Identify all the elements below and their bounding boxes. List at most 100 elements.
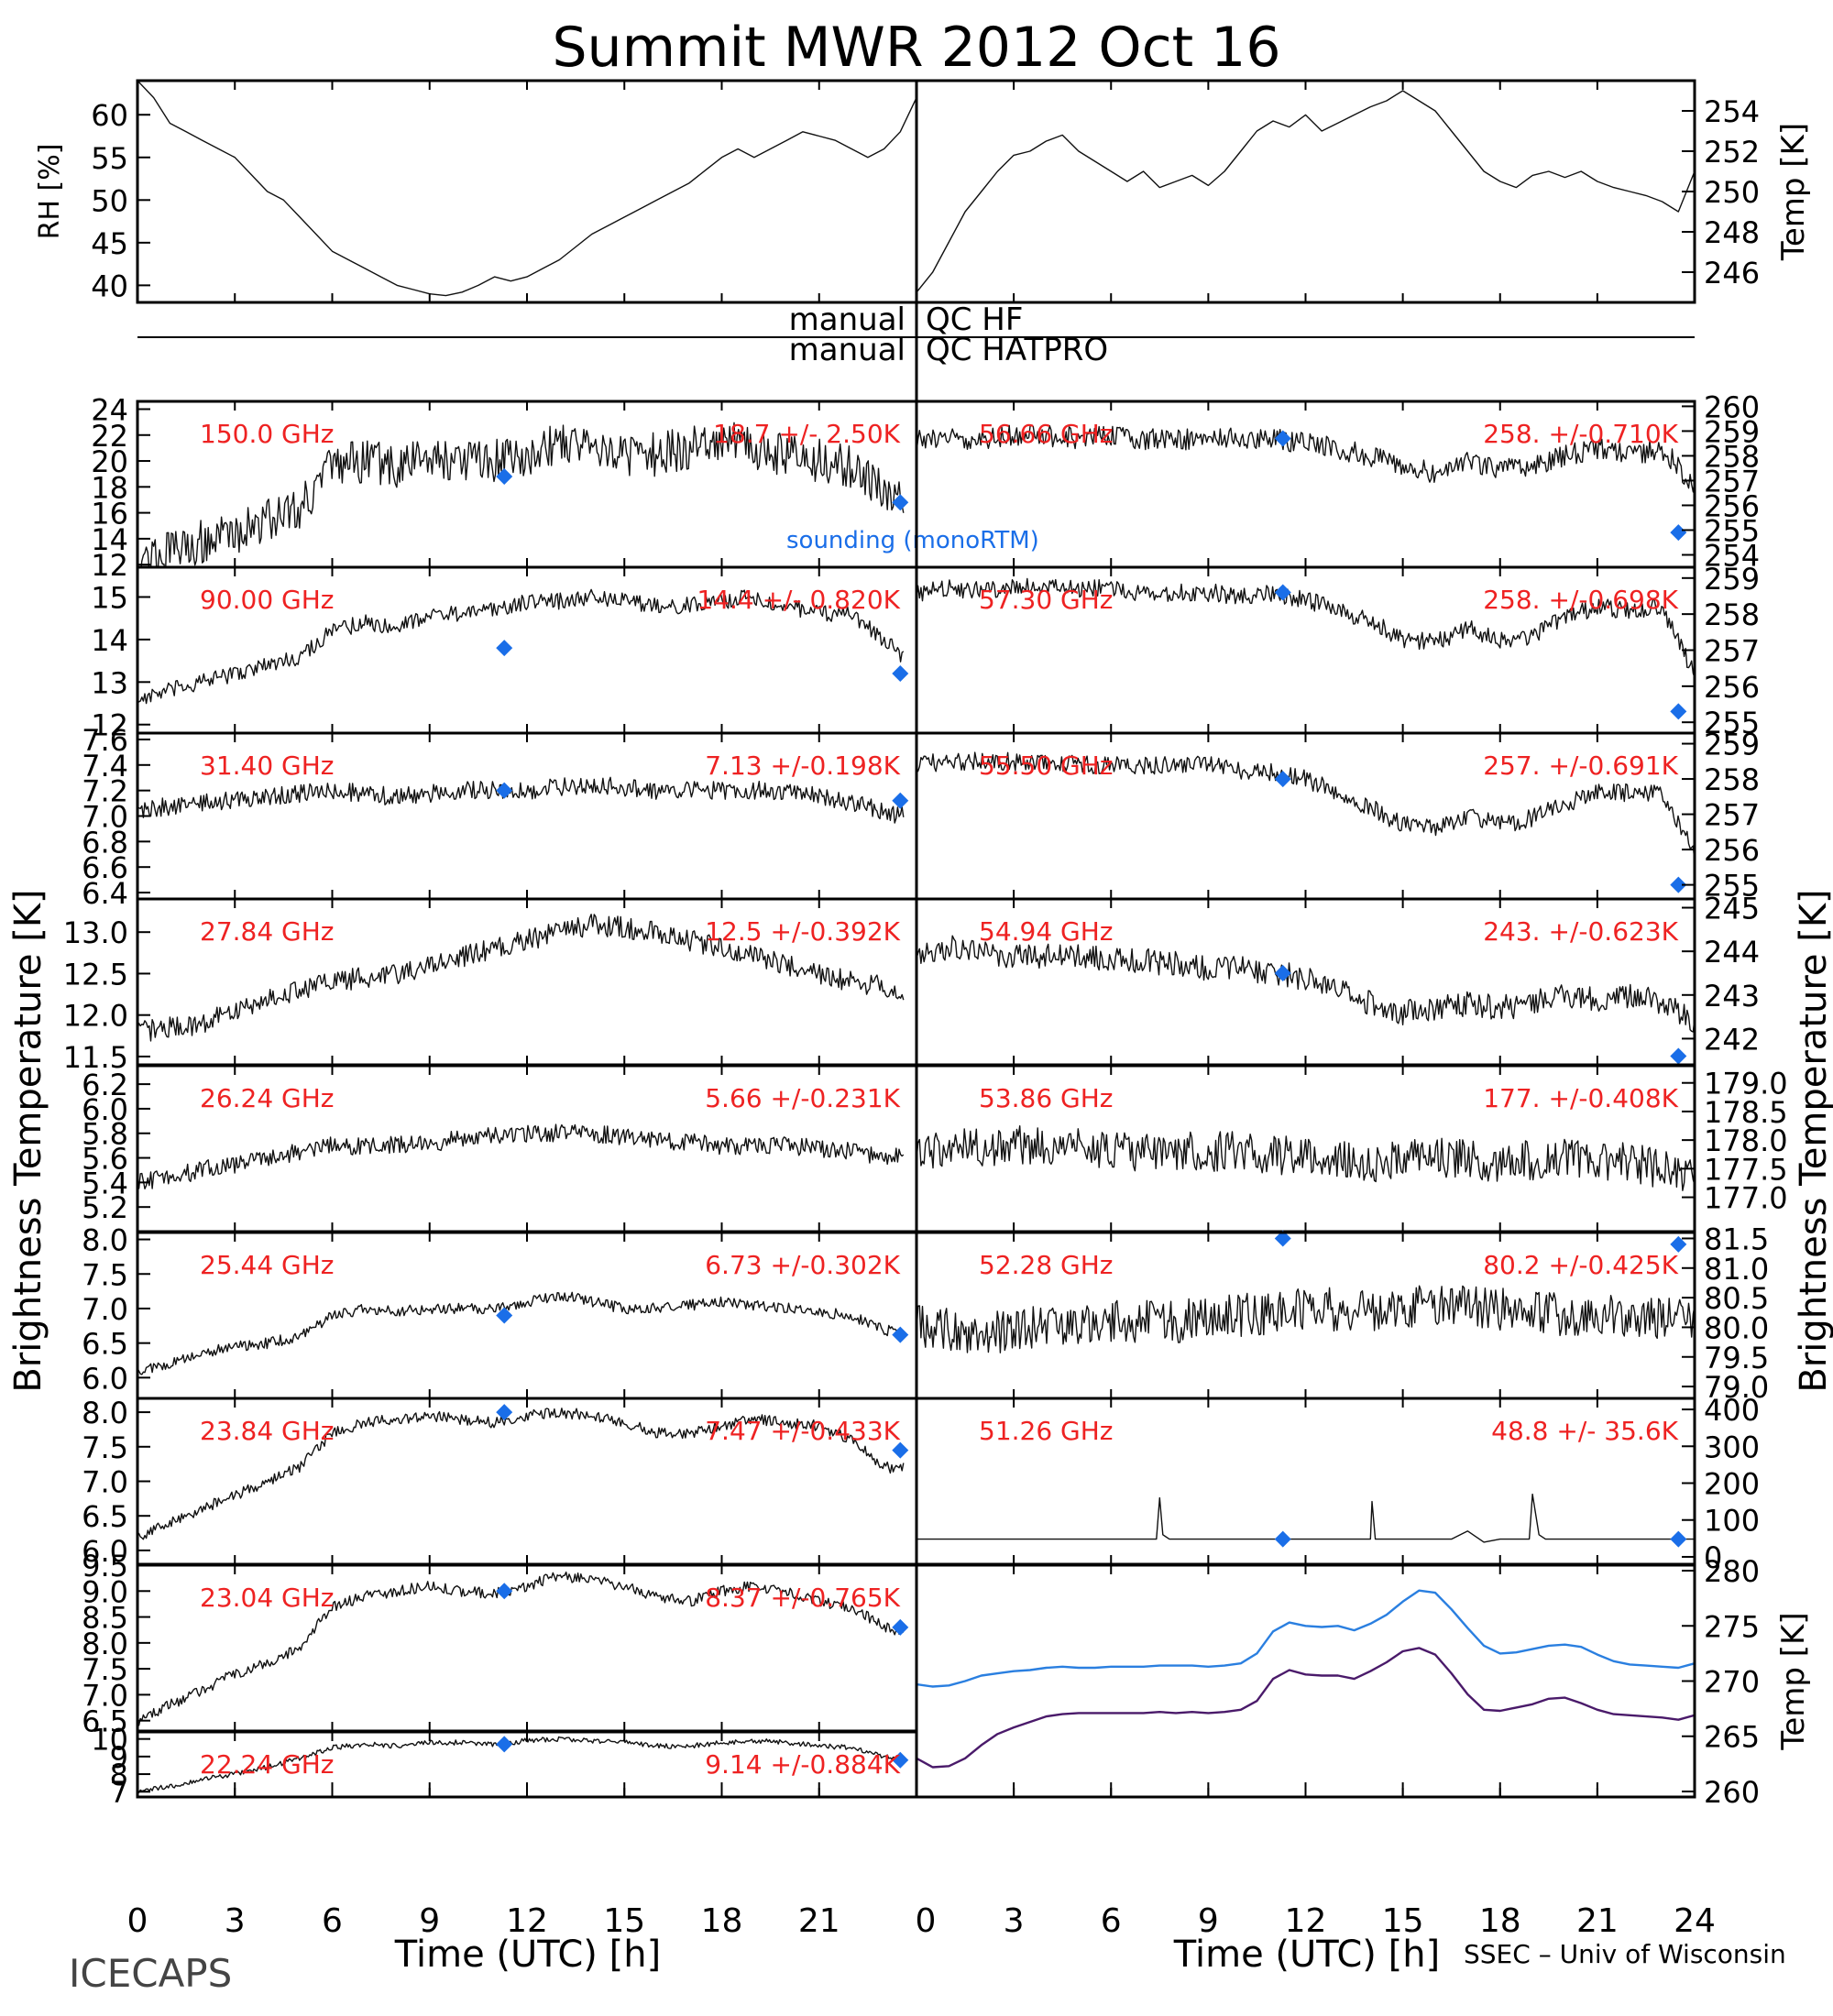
- figure-title: Summit MWR 2012 Oct 16: [552, 16, 1280, 80]
- panel-met-temp: 246 248 250 252 254 Temp [K]: [915, 79, 1812, 304]
- ytick-label: 14: [91, 623, 128, 658]
- ytick-label: 244: [1704, 935, 1760, 970]
- series-line-0: [916, 1589, 1695, 1688]
- ytick-label: 177.5: [1704, 1152, 1788, 1187]
- ytick-label: 7.5: [82, 1430, 128, 1465]
- panel-blackbody: 260 265 270 275 280 Temp [K]: [915, 1554, 1812, 1810]
- ytick-label: 245: [1704, 892, 1760, 926]
- ytick-label: 12.0: [63, 999, 128, 1034]
- sounding-point-0: [1274, 584, 1291, 601]
- footer-right: SSEC – Univ of Wisconsin: [1464, 1939, 1786, 1969]
- ytick-label: 5.4: [82, 1166, 128, 1200]
- channel-frequency: 51.26 GHz: [979, 1416, 1114, 1446]
- channel-stats: 18.7 +/- 2.50K: [713, 419, 900, 449]
- sounding-point-0: [496, 1736, 513, 1753]
- sounding-point-1: [1670, 876, 1687, 893]
- ytick-label: 0: [1704, 1540, 1722, 1575]
- xtick-label: 9: [419, 1902, 440, 1940]
- panel-ch-27-84: 11.5 12.0 12.5 13.0 27.84 GHz 12.5 +/-0.392K: [63, 897, 918, 1075]
- ytick-label: 79.5: [1704, 1341, 1769, 1375]
- xtick-label: 0: [916, 1902, 937, 1940]
- ytick-label: 259: [1704, 414, 1760, 449]
- ytick-label: 6.5: [82, 1499, 128, 1534]
- ytick-label: 9.0: [82, 1574, 128, 1609]
- xlabel-right: Time (UTC) [h]: [1173, 1934, 1440, 1976]
- panel-frame: [915, 79, 1696, 304]
- channel-frequency: 31.40 GHz: [200, 751, 335, 781]
- ytick-label: 6.0: [82, 1361, 128, 1396]
- sounding-point-1: [1670, 1530, 1687, 1548]
- ytick-label: 6.6: [82, 850, 128, 885]
- ytick-label: 20: [91, 444, 128, 479]
- ytick-label: 254: [1704, 538, 1760, 573]
- sounding-point-1: [1670, 703, 1687, 720]
- sounding-point-0: [496, 1583, 513, 1600]
- ytick-label: 18: [91, 470, 128, 505]
- ytick-label: 8: [110, 1758, 128, 1792]
- panel-ch-23-04: 6.57.07.58.08.59.09.5 23.04 GHz 8.37 +/-0.…: [82, 1549, 918, 1739]
- channel-frequency: 90.00 GHz: [200, 585, 335, 615]
- channel-frequency: 23.84 GHz: [200, 1416, 335, 1446]
- trace-line: [916, 1493, 1695, 1543]
- ytick-label: 246: [1704, 256, 1760, 290]
- trace-line: [137, 1736, 905, 1793]
- xtick-label: 21: [1576, 1902, 1619, 1940]
- ytick-label: 7.5: [82, 1257, 128, 1292]
- ytick-label: 5.8: [82, 1117, 128, 1152]
- ylabel-right: Brightness Temperature [K]: [1793, 889, 1833, 1392]
- sounding-point-0: [496, 468, 513, 486]
- trace-line: [916, 1125, 1695, 1191]
- ytick-label: 258: [1704, 439, 1760, 474]
- ytick-label: 255: [1704, 706, 1760, 740]
- ytick-label: 300: [1704, 1430, 1760, 1464]
- ytick-label: 9: [110, 1740, 128, 1775]
- ytick-label: 10: [91, 1723, 128, 1758]
- trace-line: [916, 424, 1695, 493]
- ytick-label: 177.0: [1704, 1181, 1788, 1216]
- ytick-label: 100: [1704, 1504, 1760, 1539]
- ytick-label: 80.5: [1704, 1281, 1769, 1316]
- ytick-label: 248: [1704, 215, 1760, 250]
- xtick-label: 9: [1198, 1902, 1219, 1940]
- channel-stats: 12.5 +/-0.392K: [705, 916, 900, 947]
- ytick-label: 7.0: [82, 1678, 128, 1713]
- trace-line: [916, 751, 1695, 862]
- sounding-point-0: [1274, 964, 1291, 981]
- ytick-label: 400: [1704, 1393, 1760, 1428]
- qc-hf-left: manual: [789, 301, 906, 338]
- ytick-label: 255: [1704, 869, 1760, 904]
- ytick-label: 7.6: [82, 723, 128, 758]
- series-line-1: [916, 1647, 1695, 1769]
- xtick-label: 3: [1004, 1902, 1025, 1940]
- qc-hf-right: QC HF: [926, 301, 1023, 338]
- channel-frequency: 150.0 GHz: [200, 419, 335, 449]
- channel-frequency: 53.86 GHz: [979, 1083, 1114, 1113]
- ytick-label: 12: [91, 548, 128, 583]
- panel-ch-31-40: 6.46.66.87.07.27.47.6 31.40 GHz 7.13 +/-0.…: [82, 723, 918, 911]
- ytick-label: 5.6: [82, 1142, 128, 1177]
- ytick-label: 12.5: [63, 957, 128, 992]
- ytick-label: 79.0: [1704, 1370, 1769, 1405]
- ytick-label: 259: [1704, 728, 1760, 762]
- ytick-label: 80.0: [1704, 1310, 1769, 1345]
- trace-line: [916, 577, 1695, 678]
- sounding-point-1: [892, 494, 909, 511]
- sounding-point-1: [1670, 1235, 1687, 1253]
- ytick-label: 6.5: [82, 1704, 128, 1739]
- ytick-label: 13.0: [63, 915, 128, 950]
- channel-stats: 48.8 +/- 35.6K: [1491, 1416, 1678, 1446]
- panel-met-rh: 40 45 50 55 60 RH [%]: [34, 79, 918, 304]
- panel-ylabel: Temp [K]: [1775, 1612, 1812, 1750]
- xlabel-left: Time (UTC) [h]: [394, 1934, 661, 1976]
- panel-ch-25-44: 6.06.57.07.58.0 25.44 GHz 6.73 +/-0.302K: [82, 1223, 918, 1400]
- ytick-label: 81.0: [1704, 1252, 1769, 1287]
- trace-line: [916, 90, 1695, 293]
- channel-stats: 258. +/-0.698K: [1483, 585, 1678, 615]
- ytick-label: 8.0: [82, 1223, 128, 1258]
- channel-frequency: 23.04 GHz: [200, 1583, 335, 1613]
- ytick-label: 15: [91, 580, 128, 615]
